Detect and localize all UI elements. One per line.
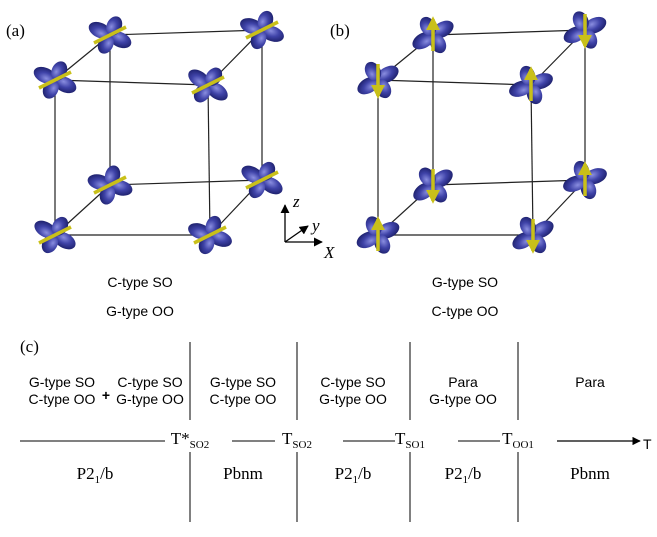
cube-edge xyxy=(378,80,531,85)
transition-label: TSO1 xyxy=(395,429,425,451)
caption: G-type SO xyxy=(432,274,498,290)
transition-subscript: SO1 xyxy=(405,439,425,451)
transition-subscript: OO1 xyxy=(513,439,534,451)
order-label: C-type SO xyxy=(117,374,182,390)
cube-edge xyxy=(110,180,262,185)
space-group: P21/b xyxy=(77,464,114,486)
order-label: C-type OO xyxy=(29,391,96,407)
cube-edge xyxy=(110,30,262,35)
cube-edge xyxy=(55,80,208,85)
order-label: G-type OO xyxy=(116,391,184,407)
transition-symbol: T xyxy=(502,429,513,448)
order-label: C-type OO xyxy=(210,391,277,407)
order-label: G-type SO xyxy=(210,374,276,390)
orbital xyxy=(238,9,286,52)
order-label: G-type SO xyxy=(29,374,95,390)
combine-sign: + xyxy=(102,387,110,403)
cube-edge xyxy=(208,85,210,235)
order-label: G-type OO xyxy=(319,391,387,407)
axis-label: X xyxy=(323,243,335,262)
orbital xyxy=(186,214,234,257)
figure: (a) (b) C-type SO G-type OO G-type SO C-… xyxy=(0,0,657,537)
space-group: Pbnm xyxy=(570,464,610,483)
axis-label: T xyxy=(643,436,652,452)
caption: C-type OO xyxy=(432,303,499,319)
orbital xyxy=(561,159,609,202)
space-group-rest: /b xyxy=(468,464,481,483)
space-group: P21/b xyxy=(335,464,372,486)
axis-label: z xyxy=(292,192,300,211)
transition-symbol: T xyxy=(282,429,293,448)
transition-label: TSO2 xyxy=(282,429,312,451)
space-group-main: P2 xyxy=(335,464,353,483)
space-group-rest: /b xyxy=(358,464,371,483)
axis-label: y xyxy=(310,216,320,235)
caption: G-type OO xyxy=(106,303,174,319)
transition-subscript: SO2 xyxy=(190,439,210,451)
orbital xyxy=(507,64,555,107)
cube-edge xyxy=(433,30,585,35)
space-group-main: Pbnm xyxy=(223,464,263,483)
space-group-main: P2 xyxy=(445,464,463,483)
transition-label: T*SO2 xyxy=(171,429,209,451)
transition-symbol: T xyxy=(395,429,406,448)
transition-label: TOO1 xyxy=(502,429,534,451)
cube-edge xyxy=(433,180,585,185)
phase-diagram: TG-type SOC-type OOC-type SOG-type OOG-t… xyxy=(20,342,652,522)
cubes xyxy=(31,9,609,257)
caption: C-type SO xyxy=(107,274,172,290)
transition-symbol: T* xyxy=(171,429,190,448)
space-group-main: Pbnm xyxy=(570,464,610,483)
order-label: Para xyxy=(575,374,605,390)
axis-triad: z y X xyxy=(285,192,335,262)
transition-subscript: SO2 xyxy=(292,439,312,451)
space-group: P21/b xyxy=(445,464,482,486)
space-group-rest: /b xyxy=(100,464,113,483)
order-label: G-type OO xyxy=(429,391,497,407)
space-group: Pbnm xyxy=(223,464,263,483)
order-label: C-type SO xyxy=(320,374,385,390)
cube-edge xyxy=(531,85,533,235)
panel-label: (c) xyxy=(20,337,39,356)
space-group-main: P2 xyxy=(77,464,95,483)
panel-label: (b) xyxy=(330,21,350,40)
order-label: Para xyxy=(448,374,478,390)
panel-label: (a) xyxy=(6,21,25,40)
